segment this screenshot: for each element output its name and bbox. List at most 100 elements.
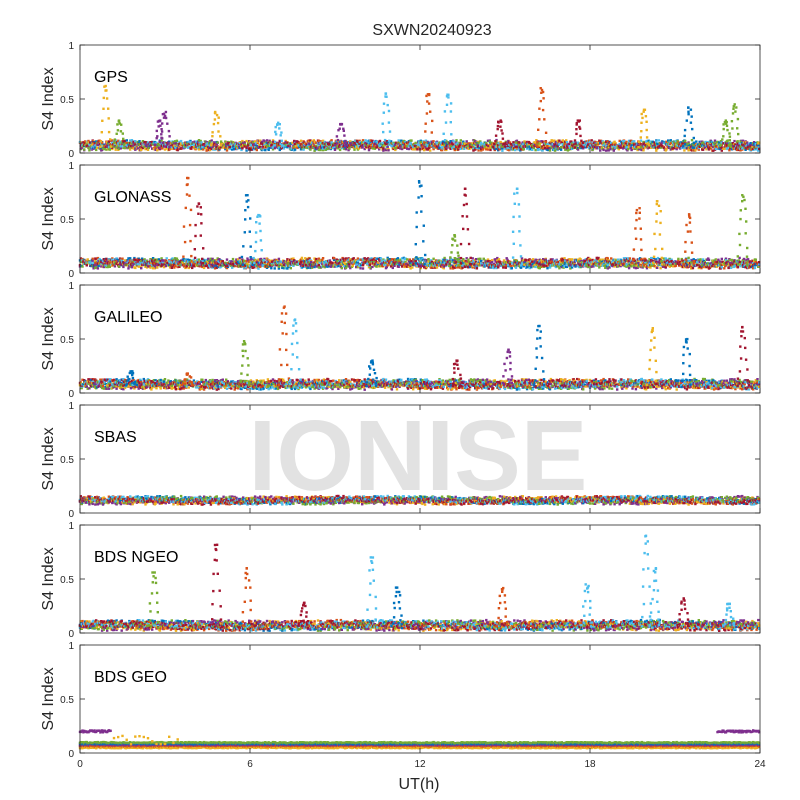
data-point (118, 120, 120, 122)
data-point (687, 111, 689, 113)
data-point (216, 114, 218, 116)
data-point (425, 123, 427, 125)
data-point (731, 120, 733, 122)
data-point (339, 128, 341, 130)
data-point (161, 130, 163, 132)
data-point (398, 266, 400, 268)
data-point (542, 109, 544, 111)
data-point (375, 265, 377, 267)
data-point (180, 140, 182, 142)
data-point (334, 144, 336, 146)
panel-background (80, 45, 760, 153)
data-point (385, 92, 387, 94)
data-point (477, 149, 479, 151)
data-point (168, 130, 170, 132)
data-point (731, 127, 733, 129)
data-point (733, 140, 735, 142)
data-point (166, 123, 168, 125)
data-point (444, 139, 446, 141)
data-point (690, 109, 692, 111)
data-point (198, 258, 200, 260)
data-point (645, 121, 647, 123)
data-point (95, 149, 97, 151)
data-point (431, 131, 433, 133)
data-point (270, 267, 272, 269)
data-point (540, 100, 542, 102)
data-point (575, 128, 577, 130)
data-point (737, 133, 739, 135)
data-point (211, 135, 213, 137)
data-point (302, 148, 304, 150)
data-point (217, 130, 219, 132)
data-point (658, 139, 660, 141)
data-point (495, 135, 497, 137)
data-point (737, 140, 739, 142)
data-point (736, 127, 738, 129)
data-point (732, 112, 734, 114)
data-point (357, 260, 359, 262)
data-point (160, 133, 162, 135)
data-point (343, 134, 345, 136)
data-point (444, 110, 446, 112)
data-point (574, 146, 576, 148)
data-point (536, 141, 538, 143)
data-point (432, 140, 434, 142)
data-point (282, 145, 284, 147)
data-point (549, 149, 551, 151)
data-point (466, 140, 468, 142)
data-point (357, 257, 359, 259)
data-point (665, 148, 667, 150)
data-point (353, 257, 355, 259)
data-point (640, 136, 642, 138)
data-point (686, 119, 688, 121)
data-point (574, 139, 576, 141)
data-point (371, 266, 373, 268)
data-point (156, 266, 158, 268)
data-point (266, 139, 268, 141)
data-point (158, 141, 160, 143)
data-point (211, 131, 213, 133)
data-point (241, 147, 243, 149)
data-point (387, 149, 389, 151)
data-point (108, 117, 110, 119)
data-point (160, 137, 162, 139)
data-point (96, 147, 98, 149)
data-point (294, 148, 296, 150)
data-point (382, 131, 384, 133)
data-point (500, 129, 502, 131)
data-point (450, 102, 452, 104)
data-point (388, 121, 390, 123)
data-point (452, 140, 454, 142)
data-point (443, 133, 445, 135)
data-point (120, 145, 122, 147)
data-point (633, 140, 635, 142)
data-point (388, 140, 390, 142)
data-point (385, 96, 387, 98)
data-point (542, 97, 544, 99)
data-point (97, 267, 99, 269)
data-point (118, 265, 120, 267)
data-point (88, 149, 90, 151)
data-point (545, 132, 547, 134)
data-point (497, 128, 499, 130)
data-point (121, 258, 123, 260)
data-point (424, 130, 426, 132)
data-point (687, 113, 689, 115)
data-point (274, 131, 276, 133)
data-point (684, 135, 686, 137)
data-point (727, 139, 729, 141)
data-point (489, 149, 491, 151)
data-point (167, 142, 169, 144)
data-point (579, 128, 581, 130)
data-point (220, 144, 222, 146)
data-point (272, 146, 274, 148)
data-point (124, 147, 126, 149)
data-point (722, 135, 724, 137)
data-point (336, 142, 338, 144)
data-point (345, 267, 347, 269)
data-point (176, 140, 178, 142)
data-point (499, 126, 501, 128)
data-point (602, 149, 604, 151)
data-point (256, 149, 258, 151)
data-point (574, 143, 576, 145)
